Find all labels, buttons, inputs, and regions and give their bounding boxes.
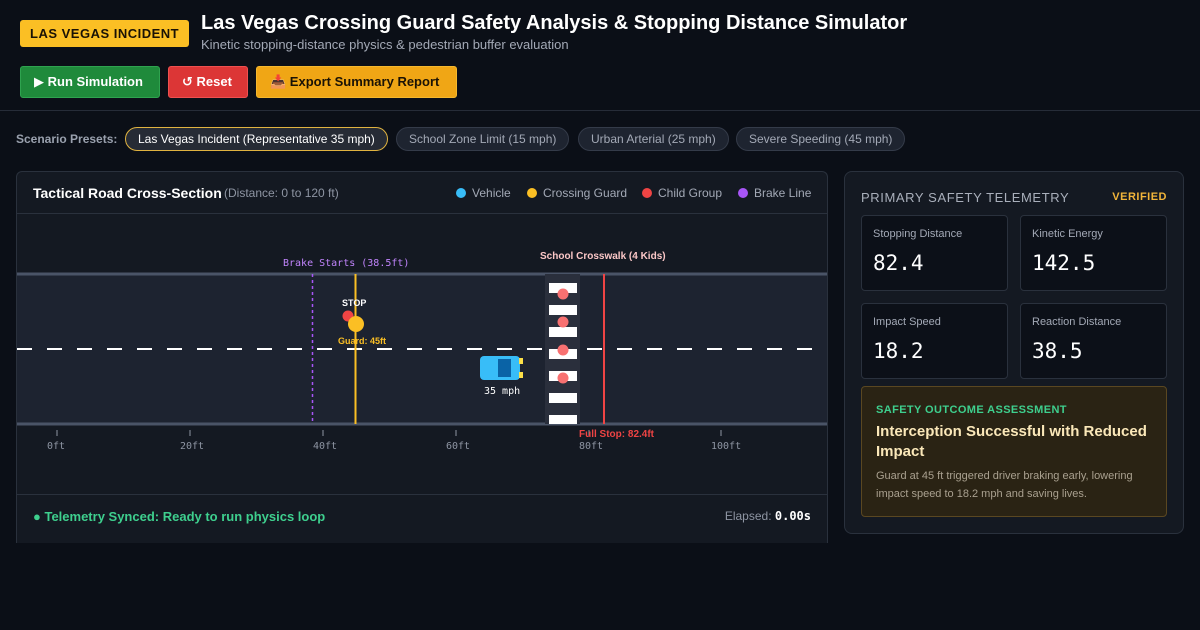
road-cross-section-panel: Tactical Road Cross-Section (Distance: 0… xyxy=(16,171,828,543)
child-marker xyxy=(557,316,569,328)
verified-badge: VERIFIED xyxy=(1112,191,1167,203)
vehicle-dot-icon xyxy=(456,188,466,198)
preset-chip-severe-speeding[interactable]: Severe Speeding (45 mph) xyxy=(736,127,906,151)
metric-reaction-distance: Reaction Distance 38.5 xyxy=(1020,303,1167,379)
stop-sign-label: STOP xyxy=(342,298,366,308)
guard-position-label: Guard: 45ft xyxy=(338,336,386,346)
export-report-button[interactable]: 📥 Export Summary Report xyxy=(256,66,457,98)
child-marker xyxy=(557,288,569,300)
crossing-guard-icon xyxy=(348,316,364,332)
distance-axis: 0ft 20ft 40ft 60ft 80ft 100ft xyxy=(47,430,741,452)
tick-label: 80ft xyxy=(579,441,603,452)
tick-label: 20ft xyxy=(180,441,204,452)
elapsed-time: Elapsed: 0.00s xyxy=(724,509,811,523)
road-panel-header: Tactical Road Cross-Section (Distance: 0… xyxy=(17,172,827,214)
road-panel-title: Tactical Road Cross-Section xyxy=(33,185,222,201)
legend-child-group: Child Group xyxy=(642,186,722,200)
metric-kinetic-energy: Kinetic Energy 142.5 xyxy=(1020,215,1167,291)
crosswalk-label: School Crosswalk (4 Kids) xyxy=(540,251,666,262)
telemetry-title: PRIMARY SAFETY TELEMETRY xyxy=(861,190,1070,205)
full-stop-label: Full Stop: 82.4ft xyxy=(579,429,655,440)
page-title: Las Vegas Crossing Guard Safety Analysis… xyxy=(201,12,908,34)
telemetry-sync-status: ● Telemetry Synced: Ready to run physics… xyxy=(33,509,326,524)
legend-crossing-guard: Crossing Guard xyxy=(527,186,627,200)
safety-outcome-card: SAFETY OUTCOME ASSESSMENT Interception S… xyxy=(861,386,1167,517)
header: LAS VEGAS INCIDENT Las Vegas Crossing Gu… xyxy=(0,0,1200,111)
safety-telemetry-panel: PRIMARY SAFETY TELEMETRY VERIFIED Stoppi… xyxy=(844,171,1184,534)
brake-starts-label: Brake Starts (38.5ft) xyxy=(283,258,409,269)
legend-vehicle: Vehicle xyxy=(456,186,511,200)
tick-label: 100ft xyxy=(711,441,741,452)
guard-dot-icon xyxy=(527,188,537,198)
vehicle-icon xyxy=(480,356,523,380)
road-panel-footer: ● Telemetry Synced: Ready to run physics… xyxy=(17,494,827,544)
vehicle-speed-label: 35 mph xyxy=(484,386,520,397)
elapsed-value: 0.00s xyxy=(774,509,811,523)
legend-brake-line: Brake Line xyxy=(738,186,811,200)
tick-label: 60ft xyxy=(446,441,470,452)
preset-chip-school-zone[interactable]: School Zone Limit (15 mph) xyxy=(396,127,570,151)
outcome-description: Guard at 45 ft triggered driver braking … xyxy=(876,470,1133,500)
presets-label: Scenario Presets: xyxy=(16,132,118,146)
outcome-label: SAFETY OUTCOME ASSESSMENT xyxy=(876,404,1067,416)
child-dot-icon xyxy=(642,188,652,198)
metric-impact-speed: Impact Speed 18.2 xyxy=(861,303,1008,379)
brake-dot-icon xyxy=(738,188,748,198)
tick-label: 40ft xyxy=(313,441,337,452)
outcome-title: Interception Successful with Reduced Imp… xyxy=(876,423,1147,460)
road-canvas: Brake Starts (38.5ft) School Crosswalk (… xyxy=(17,251,827,452)
child-marker xyxy=(557,344,569,356)
metric-stopping-distance: Stopping Distance 82.4 xyxy=(861,215,1008,291)
preset-chip-urban-arterial[interactable]: Urban Arterial (25 mph) xyxy=(578,127,729,151)
tick-label: 0ft xyxy=(47,441,65,452)
incident-badge: LAS VEGAS INCIDENT xyxy=(20,20,190,47)
page-subtitle: Kinetic stopping-distance physics & pede… xyxy=(201,37,569,52)
road-panel-range: (Distance: 0 to 120 ft) xyxy=(224,186,339,200)
preset-chip-las-vegas[interactable]: Las Vegas Incident (Representative 35 mp… xyxy=(125,127,388,151)
child-marker xyxy=(557,372,569,384)
run-simulation-button[interactable]: ▶ Run Simulation xyxy=(20,66,160,98)
reset-button[interactable]: ↺ Reset xyxy=(168,66,248,98)
